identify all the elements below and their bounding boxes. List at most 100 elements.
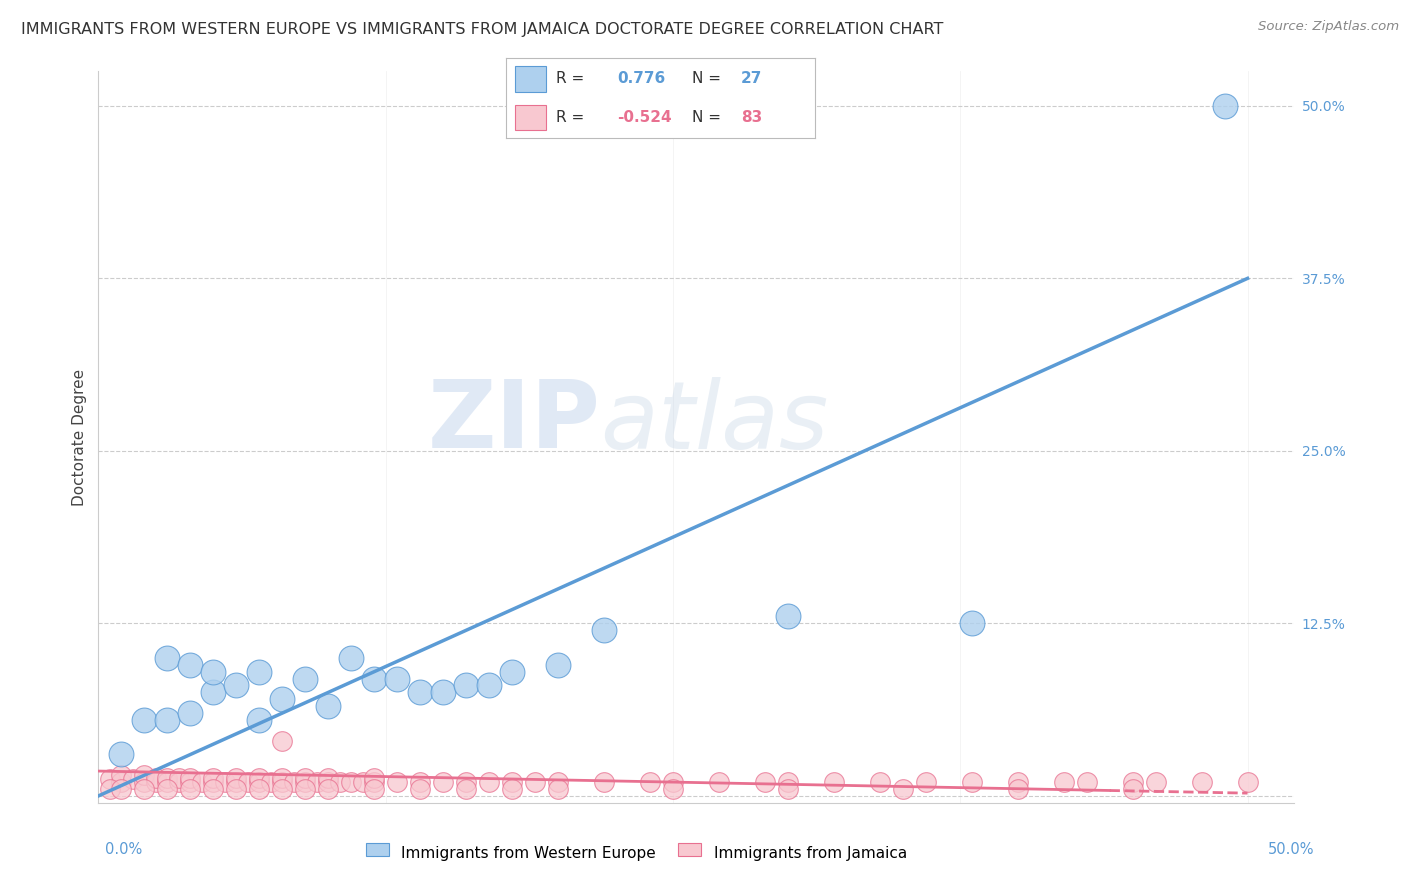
Point (914, 775, 936, 789)
Text: 0.0%: 0.0% (105, 842, 142, 856)
Point (823, 775, 845, 789)
Point (225, 782, 247, 797)
Point (179, 775, 201, 789)
Point (202, 665, 225, 679)
Point (409, 782, 432, 797)
Point (960, 616, 983, 631)
Point (363, 672, 385, 686)
Point (1076, 775, 1098, 789)
Point (271, 771, 294, 785)
Point (271, 782, 294, 797)
Point (98, 772, 121, 787)
Point (271, 692, 294, 706)
Point (638, 775, 661, 789)
Text: 83: 83 (741, 110, 762, 125)
Point (456, 782, 478, 797)
Point (179, 706, 201, 720)
Y-axis label: Doctorate Degree: Doctorate Degree (72, 368, 87, 506)
Point (247, 771, 270, 785)
Point (202, 771, 225, 785)
Legend: Immigrants from Western Europe, Immigrants from Jamaica: Immigrants from Western Europe, Immigran… (366, 846, 907, 861)
Point (247, 665, 270, 679)
Point (98, 782, 121, 797)
Point (707, 775, 730, 789)
Point (1007, 775, 1029, 789)
Point (662, 782, 685, 797)
Point (110, 775, 132, 789)
Point (134, 782, 156, 797)
Point (156, 713, 179, 727)
Point (134, 775, 156, 789)
Point (145, 771, 167, 785)
Point (1236, 775, 1258, 789)
Point (1191, 775, 1213, 789)
Point (167, 771, 190, 785)
Bar (516, 104, 547, 130)
Point (385, 775, 409, 789)
Text: N =: N = (692, 110, 721, 125)
Text: atlas: atlas (600, 377, 828, 468)
Point (122, 772, 145, 787)
Point (409, 685, 432, 699)
Point (593, 775, 616, 789)
Point (247, 775, 270, 789)
Point (134, 768, 156, 782)
Point (363, 782, 385, 797)
Point (1122, 775, 1144, 789)
Point (432, 775, 454, 789)
Point (501, 775, 523, 789)
Point (1144, 775, 1167, 789)
Text: 27: 27 (741, 71, 762, 87)
Point (1122, 782, 1144, 797)
Point (167, 775, 190, 789)
Point (316, 771, 339, 785)
Point (329, 775, 352, 789)
Point (363, 771, 385, 785)
Point (202, 685, 225, 699)
Point (202, 775, 225, 789)
Point (179, 771, 201, 785)
Text: -0.524: -0.524 (617, 110, 672, 125)
Point (294, 672, 316, 686)
Point (156, 782, 179, 797)
Point (478, 775, 501, 789)
Point (478, 678, 501, 692)
Point (294, 771, 316, 785)
Text: 50.0%: 50.0% (1268, 842, 1315, 856)
Point (247, 782, 270, 797)
Point (776, 609, 799, 624)
Point (316, 782, 339, 797)
Point (271, 775, 294, 789)
Text: R =: R = (555, 110, 583, 125)
Point (225, 771, 247, 785)
Point (156, 771, 179, 785)
Point (110, 768, 132, 782)
Point (501, 782, 523, 797)
Point (156, 651, 179, 665)
Point (776, 775, 799, 789)
Point (191, 775, 214, 789)
Point (409, 775, 432, 789)
Bar (516, 66, 547, 92)
Point (110, 747, 132, 762)
Point (363, 775, 385, 789)
Point (501, 665, 523, 679)
Point (225, 775, 247, 789)
Point (547, 657, 569, 672)
Point (547, 782, 569, 797)
Point (145, 775, 167, 789)
Point (179, 657, 201, 672)
Point (662, 775, 685, 789)
Point (316, 699, 339, 714)
Text: N =: N = (692, 71, 721, 87)
Point (236, 775, 259, 789)
Point (385, 672, 409, 686)
Point (305, 775, 328, 789)
Point (891, 782, 914, 797)
Text: ZIP: ZIP (427, 376, 600, 468)
Point (134, 713, 156, 727)
Text: Source: ZipAtlas.com: Source: ZipAtlas.com (1258, 20, 1399, 33)
Point (547, 775, 569, 789)
Point (283, 775, 305, 789)
Point (960, 775, 983, 789)
